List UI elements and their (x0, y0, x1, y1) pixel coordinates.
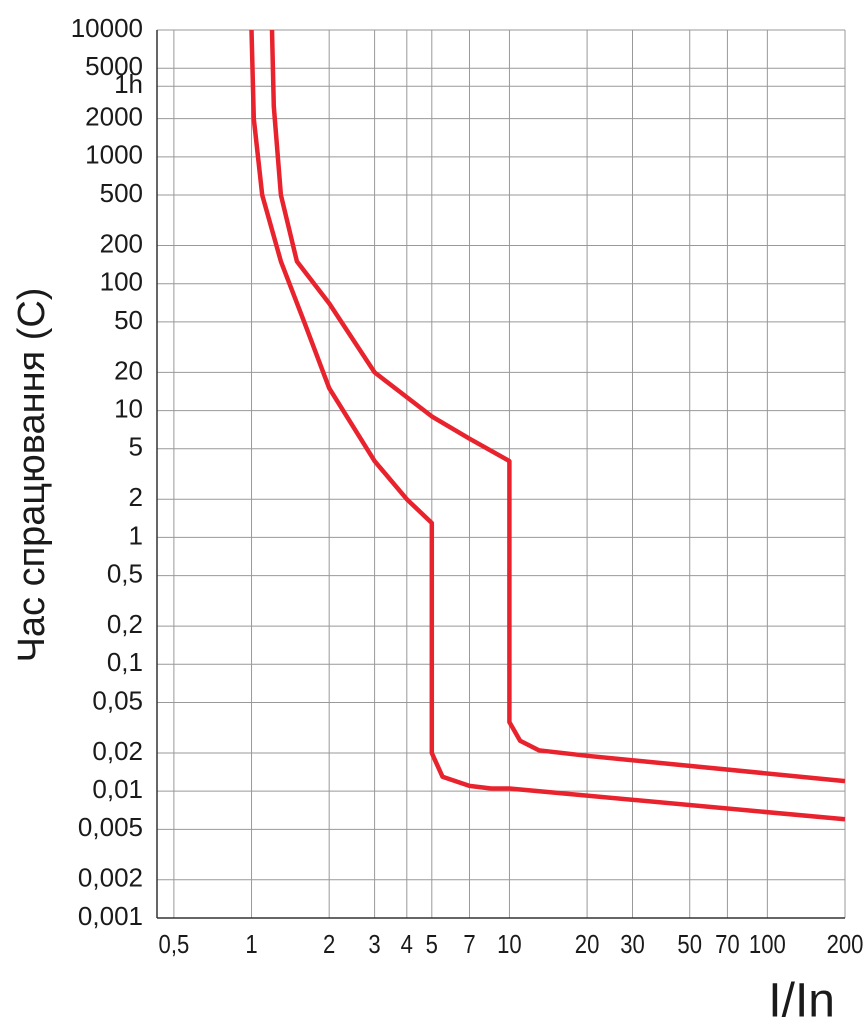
y-tick-label: 0,01 (92, 774, 143, 804)
x-tick-label: 50 (677, 930, 702, 959)
x-tick-label: 3 (368, 930, 380, 959)
x-tick-label: 10 (497, 930, 522, 959)
y-tick-label: 0,2 (107, 609, 143, 639)
x-tick-label: 4 (401, 930, 413, 959)
y-tick-label: 500 (100, 178, 143, 208)
x-tick-label: 5 (426, 930, 438, 959)
y-tick-label: 200 (100, 228, 143, 258)
y-tick-label: 0,1 (107, 647, 143, 677)
x-tick-label: 70 (715, 930, 740, 959)
y-axis-label: Час спрацювання (С) (11, 288, 53, 663)
y-tick-label: 1 (129, 520, 143, 550)
y-tick-label: 100 (100, 267, 143, 297)
x-axis-label: I/In (768, 975, 835, 1026)
y-tick-label: 0,02 (92, 736, 143, 766)
x-tick-label: 1 (245, 930, 257, 959)
y-tick-label: 10000 (71, 13, 143, 43)
y-tick-label: 50 (114, 305, 143, 335)
y-tick-label: 1h (114, 69, 143, 99)
y-tick-label: 2000 (85, 102, 143, 132)
x-tick-label: 200 (827, 930, 864, 959)
y-tick-label: 20 (114, 355, 143, 385)
y-tick-label: 0,5 (107, 558, 143, 588)
curve (269, 29, 846, 784)
y-tick-label: 5000 (85, 51, 143, 81)
y-tick-label: 0,005 (78, 812, 143, 842)
x-tick-label: 30 (620, 930, 645, 959)
y-tick-label: 0,001 (78, 901, 143, 931)
x-tick-label: 20 (575, 930, 600, 959)
y-tick-label: 2 (129, 482, 143, 512)
y-tick-label: 5 (129, 432, 143, 462)
x-tick-label: 100 (749, 930, 786, 959)
y-tick-label: 1000 (85, 140, 143, 170)
x-tick-label: 0,5 (159, 930, 190, 959)
y-tick-label: 10 (114, 393, 143, 423)
x-tick-label: 2 (323, 930, 335, 959)
curve (249, 29, 846, 822)
y-tick-label: 0,05 (92, 685, 143, 715)
y-tick-label: 0,002 (78, 863, 143, 893)
x-tick-label: 7 (463, 930, 475, 959)
